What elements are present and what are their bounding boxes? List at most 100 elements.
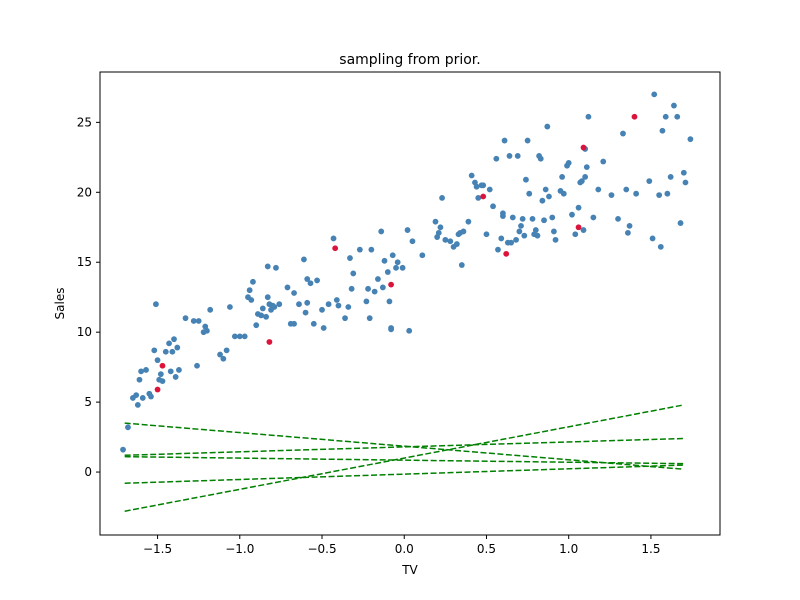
train-point: [483, 231, 490, 238]
train-point: [565, 160, 572, 166]
train-point: [437, 224, 444, 231]
train-point: [162, 348, 169, 355]
train-point: [529, 215, 536, 222]
train-point: [495, 246, 501, 253]
y-tick-label: 0: [84, 465, 92, 479]
x-tick-label: −1.5: [143, 542, 172, 556]
train-point: [560, 190, 567, 197]
train-point: [174, 344, 181, 351]
train-point: [194, 362, 200, 369]
train-point: [347, 255, 353, 261]
train-point: [134, 402, 141, 408]
train-point: [490, 203, 496, 210]
train-point: [590, 214, 597, 221]
train-point: [659, 127, 666, 134]
train-point: [404, 227, 411, 233]
train-point: [223, 347, 230, 354]
train-point: [625, 229, 631, 236]
train-point: [273, 264, 279, 271]
train-point: [153, 301, 159, 308]
train-point: [399, 264, 406, 271]
x-tick-label: 1.5: [641, 542, 660, 556]
train-point: [136, 376, 143, 383]
train-point: [550, 228, 557, 235]
train-point: [363, 298, 370, 305]
train-point: [203, 327, 210, 334]
train-point: [133, 392, 140, 399]
train-point: [623, 186, 630, 193]
train-point: [524, 137, 531, 144]
train-point: [526, 190, 533, 197]
train-point: [386, 298, 393, 305]
train-point: [291, 290, 297, 296]
train-point: [319, 306, 325, 313]
train-point: [304, 299, 311, 306]
y-tick-label: 10: [77, 325, 92, 339]
train-point: [583, 164, 590, 171]
train-point: [480, 182, 487, 189]
train-point: [651, 91, 658, 98]
train-point: [549, 214, 556, 221]
train-point: [291, 320, 297, 327]
train-point: [600, 158, 607, 165]
train-point: [508, 239, 515, 246]
train-point: [595, 186, 602, 193]
test-point: [154, 386, 161, 393]
train-point: [539, 197, 546, 204]
train-point: [608, 192, 615, 198]
train-point: [159, 378, 166, 385]
train-point: [231, 333, 238, 340]
train-point: [368, 246, 375, 253]
train-point: [169, 348, 176, 355]
train-point: [442, 236, 449, 243]
test-point: [575, 224, 582, 231]
train-point: [677, 220, 684, 226]
train-point: [307, 280, 314, 287]
train-point: [519, 215, 526, 222]
y-axis-ticks: 0 5 10 15 20 25: [77, 115, 100, 479]
train-point: [582, 174, 589, 180]
train-point: [190, 318, 197, 324]
train-point: [375, 276, 381, 282]
train-point: [379, 284, 386, 291]
train-point: [687, 136, 694, 143]
train-point: [365, 285, 371, 292]
train-point: [460, 228, 467, 235]
train-point: [439, 194, 445, 201]
train-point: [263, 313, 270, 320]
train-point: [264, 294, 271, 301]
train-point: [682, 179, 689, 186]
prior-sample-line-4: [124, 464, 684, 484]
x-axis-ticks: −1.5 −1.0 −0.5 0.0 0.5 1.0 1.5: [143, 535, 660, 556]
train-point: [366, 315, 373, 322]
train-point: [384, 269, 391, 275]
train-point: [241, 333, 248, 340]
train-point: [171, 336, 177, 343]
x-tick-label: 0.0: [395, 542, 414, 556]
train-point: [271, 304, 278, 310]
train-point: [453, 241, 460, 247]
train-point: [572, 231, 579, 238]
train-point: [345, 304, 352, 310]
train-point: [406, 327, 413, 334]
train-point: [578, 178, 585, 185]
prior-lines-layer: [124, 404, 684, 512]
train-point: [518, 222, 524, 229]
train-point: [580, 227, 587, 233]
train-point: [320, 325, 327, 331]
train-point: [541, 217, 547, 224]
train-point: [139, 395, 146, 401]
train-point: [167, 368, 174, 375]
train-point: [304, 276, 311, 282]
x-axis-label: TV: [401, 563, 418, 577]
train-point: [227, 304, 233, 310]
test-point: [480, 193, 487, 200]
train-point: [626, 222, 633, 229]
train-point: [664, 190, 671, 197]
train-point: [615, 215, 621, 222]
train-point: [569, 211, 575, 218]
test-point: [266, 339, 273, 345]
train-point: [330, 235, 337, 242]
train-point: [217, 351, 223, 358]
train-point: [473, 183, 480, 190]
